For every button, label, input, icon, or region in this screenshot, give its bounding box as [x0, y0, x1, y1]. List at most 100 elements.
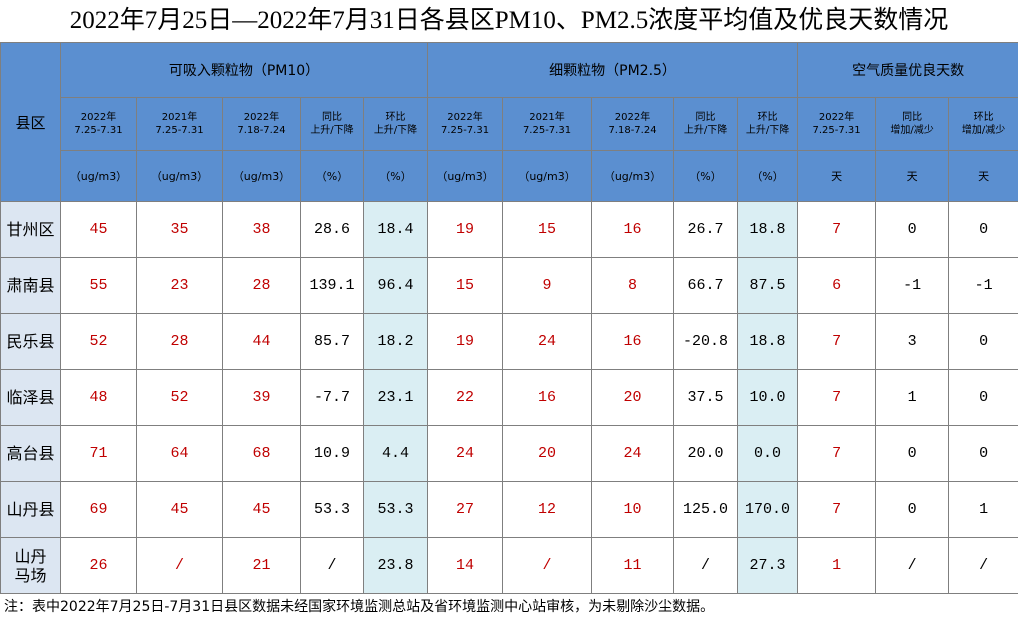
cell-value: 44	[222, 313, 301, 370]
cell-value: -7.7	[300, 369, 364, 426]
cell-value: 15	[427, 257, 504, 314]
cell-value: 20	[591, 369, 675, 426]
column-header: 2022年 7.25-7.31	[427, 97, 504, 151]
table-row: 肃南县 55 23 28 139.1 96.4 15 9 8 66.7 87.5 6 -1 -1	[0, 257, 1018, 314]
cell-value: 22	[427, 369, 504, 426]
cell-value: 20.0	[673, 425, 739, 482]
column-header: 环比 上升/下降	[737, 97, 799, 151]
column-header: 同比 增加/减少	[875, 97, 950, 151]
cell-value: 8	[591, 257, 675, 314]
cell-value: 26.7	[673, 201, 739, 258]
cell-value: 9	[502, 257, 593, 314]
county-name: 山丹县	[0, 481, 61, 538]
cell-value: 16	[591, 313, 675, 370]
cell-value: 10.0	[737, 369, 799, 426]
column-header: 2022年 7.25-7.31	[797, 97, 877, 151]
table-row: （ug/m3） （ug/m3） （ug/m3） （%） （%） （ug/m3） （ug/m3…	[1, 150, 1018, 202]
cell-value: /	[136, 537, 223, 594]
cell-value: 14	[427, 537, 504, 594]
cell-value: 4.4	[362, 425, 429, 482]
cell-value: 18.4	[362, 201, 429, 258]
unit-header: （%）	[300, 150, 364, 202]
unit-header: 天	[797, 150, 877, 202]
column-header: 环比 上升/下降	[362, 97, 429, 151]
cell-value: 16	[591, 201, 675, 258]
cell-value: 19	[427, 313, 504, 370]
table-row: 县区 可吸入颗粒物（PM10） 细颗粒物（PM2.5） 空气质量优良天数	[0, 42, 1018, 202]
cell-value: 19	[427, 201, 504, 258]
column-header: 2021年 7.25-7.31	[502, 97, 593, 151]
cell-value: 7	[797, 313, 877, 370]
cell-value: /	[502, 537, 593, 594]
cell-value: 55	[60, 257, 137, 314]
cell-value: 23.1	[362, 369, 429, 426]
cell-value: 0	[948, 425, 1018, 482]
cell-value: 0	[948, 313, 1018, 370]
cell-value: 45	[136, 481, 223, 538]
group-header: 可吸入颗粒物（PM10）	[59, 42, 429, 98]
cell-value: 48	[60, 369, 137, 426]
cell-value: 12	[502, 481, 593, 538]
cell-value: 37.5	[673, 369, 739, 426]
cell-value: 18.8	[737, 313, 799, 370]
cell-value: 35	[136, 201, 223, 258]
unit-header: （ug/m3）	[60, 150, 137, 202]
unit-header: （%）	[362, 150, 429, 202]
title: 2022年7月25日—2022年7月31日各县区PM10、PM2.5浓度平均值及…	[69, 7, 949, 34]
unit-header: （%）	[673, 150, 739, 202]
cell-value: 0	[875, 425, 950, 482]
cell-value: 10.9	[300, 425, 364, 482]
cell-value: 1	[875, 369, 950, 426]
county-name: 甘州区	[0, 201, 61, 258]
table-row: 民乐县 52 28 44 85.7 18.2 19 24 16 -20.8 18.8 7 3 0	[0, 313, 1018, 370]
county-name: 山丹 马场	[0, 537, 61, 594]
county-name: 肃南县	[0, 257, 61, 314]
column-header: 2022年 7.18-7.24	[591, 97, 675, 151]
cell-value: 52	[60, 313, 137, 370]
cell-value: 7	[797, 481, 877, 538]
cell-value: 53.3	[300, 481, 364, 538]
cell-value: 16	[502, 369, 593, 426]
cell-value: 27.3	[737, 537, 799, 594]
cell-value: /	[673, 537, 739, 594]
county-name: 临泽县	[0, 369, 61, 426]
table-row: 高台县 71 64 68 10.9 4.4 24 20 24 20.0 0.0 7 0 0	[0, 425, 1018, 482]
cell-value: -1	[948, 257, 1018, 314]
cell-value: /	[300, 537, 364, 594]
column-header: 2022年 7.18-7.24	[222, 97, 301, 151]
cell-value: 0	[948, 369, 1018, 426]
unit-header: （%）	[737, 150, 799, 202]
cell-value: /	[875, 537, 950, 594]
cell-value: 6	[797, 257, 877, 314]
table-row: 2022年 7.25-7.31 2021年 7.25-7.31 2022年 7.18…	[1, 97, 1018, 151]
column-header: 同比 上升/下降	[300, 97, 364, 151]
cell-value: 0	[875, 481, 950, 538]
cell-value: 26	[60, 537, 137, 594]
corner-header: 县区	[0, 42, 61, 202]
data-table: 县区 可吸入颗粒物（PM10） 细颗粒物（PM2.5） 空气质量优良天数 2022年 7…	[0, 42, 1018, 594]
cell-value: 96.4	[362, 257, 429, 314]
cell-value: 0	[948, 201, 1018, 258]
cell-value: 71	[60, 425, 137, 482]
group-header: 空气质量优良天数	[797, 42, 1018, 98]
cell-value: 23	[136, 257, 223, 314]
cell-value: 18.8	[737, 201, 799, 258]
cell-value: 10	[591, 481, 675, 538]
cell-value: 139.1	[300, 257, 364, 314]
cell-value: 7	[797, 201, 877, 258]
cell-value: 45	[222, 481, 301, 538]
county-name: 民乐县	[0, 313, 61, 370]
cell-value: 28	[136, 313, 223, 370]
cell-value: 28.6	[300, 201, 364, 258]
cell-value: 28	[222, 257, 301, 314]
cell-value: 11	[591, 537, 675, 594]
cell-value: 23.8	[362, 537, 429, 594]
cell-value: 85.7	[300, 313, 364, 370]
cell-value: 18.2	[362, 313, 429, 370]
county-name: 高台县	[0, 425, 61, 482]
table-row: 山丹 马场 26/21/23.8 14/11/27.3 1//	[0, 537, 1018, 594]
unit-header: （ug/m3）	[427, 150, 504, 202]
cell-value: 66.7	[673, 257, 739, 314]
cell-value: 38	[222, 201, 301, 258]
cell-value: 53.3	[362, 481, 429, 538]
